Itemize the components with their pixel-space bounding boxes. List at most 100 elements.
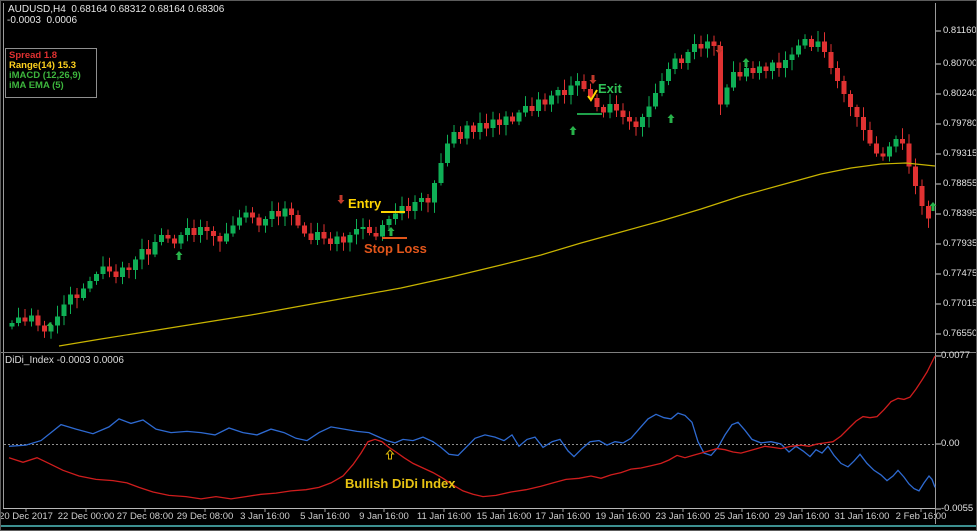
candle-body <box>276 211 281 217</box>
candle-body <box>347 234 353 243</box>
moving-average-line <box>58 162 936 347</box>
time-axis-label: 19 Jan 16:00 <box>595 511 651 522</box>
time-axis-label: 20 Dec 2017 <box>0 511 53 522</box>
bullish-didi-annotation[interactable]: Bullish DiDi Index <box>345 476 456 491</box>
candle-body <box>698 44 704 49</box>
time-axis-label: 2 Feb 16:00 <box>895 511 947 522</box>
entry-annotation[interactable]: Entry <box>348 196 382 211</box>
candle-body <box>373 232 379 237</box>
candle-body <box>620 110 626 118</box>
candle-body <box>659 81 665 93</box>
candle-body <box>451 132 457 144</box>
candle-body <box>705 41 710 49</box>
time-axis-label: 5 Jan 16:00 <box>300 511 350 522</box>
candle-body <box>542 99 548 105</box>
candle-body <box>61 304 67 317</box>
candle-body <box>406 205 411 212</box>
candle-body <box>185 228 190 235</box>
candle-body <box>386 219 392 225</box>
candle-body <box>536 99 541 112</box>
candle-body <box>549 95 554 105</box>
candle-body <box>68 294 73 305</box>
candle-body <box>107 266 112 272</box>
candle-body <box>685 52 691 64</box>
candle-body <box>588 88 593 98</box>
candle-body <box>672 58 678 70</box>
candle-body <box>614 104 619 111</box>
candle-body <box>237 217 242 226</box>
exit-checkmark-icon <box>587 89 598 102</box>
candle-body <box>425 197 431 203</box>
buy-arrow-icon <box>742 58 750 67</box>
candle-body <box>139 249 145 260</box>
candle-body <box>321 232 327 239</box>
price-axis-label: 0.81160 <box>943 25 977 36</box>
candle-body <box>796 45 801 55</box>
candle-body <box>913 166 918 187</box>
candle-body <box>315 232 320 240</box>
candle-body <box>126 267 132 271</box>
candle-body <box>510 116 515 122</box>
candle-body <box>178 234 184 244</box>
price-axis-label: 0.80240 <box>943 88 977 99</box>
candle-body <box>445 143 450 164</box>
time-axis-label: 11 Jan 16:00 <box>416 511 472 522</box>
candle-body <box>113 271 119 277</box>
candle-body <box>295 215 301 226</box>
indicator-axis-label: 0.0077 <box>941 350 971 361</box>
candle-body <box>594 98 600 108</box>
candle-body <box>529 105 535 112</box>
candle-body <box>42 325 47 332</box>
candle-body <box>146 249 151 255</box>
candle-body <box>16 317 21 323</box>
infobox-imacd: iMACD (12,26,9) <box>9 70 81 81</box>
candle-body <box>133 259 138 271</box>
sell-arrow-icon <box>337 195 345 204</box>
candle-body <box>503 116 509 125</box>
time-axis-label: 31 Jan 16:00 <box>834 511 890 522</box>
candle-body <box>412 201 418 212</box>
candle-body <box>484 123 489 129</box>
infobox-spread: Spread 1.8 <box>9 50 58 61</box>
candle-body <box>776 62 782 68</box>
candle-body <box>172 238 177 244</box>
candle-body <box>198 226 203 235</box>
candle-body <box>399 205 405 214</box>
stop-loss-annotation[interactable]: Stop Loss <box>364 241 427 256</box>
candle-body <box>243 212 249 218</box>
exit-annotation[interactable]: Exit <box>598 81 622 96</box>
candle-body <box>711 41 717 47</box>
candle-body <box>737 71 743 77</box>
time-axis-label: 29 Jan 16:00 <box>774 511 830 522</box>
candle-body <box>601 107 606 113</box>
price-axis-label: 0.78395 <box>943 208 977 219</box>
window-bottom-edge <box>1 525 976 527</box>
candle-body <box>516 112 522 122</box>
buy-arrow-icon <box>667 114 675 123</box>
candle-body <box>887 146 892 157</box>
indicator-axis-label: 0.00 <box>941 438 960 449</box>
candle-body <box>74 294 80 298</box>
candle-body <box>848 94 853 108</box>
candle-body <box>828 52 834 68</box>
buy-arrow-icon <box>385 449 395 460</box>
candle-body <box>380 224 385 237</box>
candle-body <box>217 236 223 242</box>
candle-body <box>256 217 262 226</box>
price-axis-label: 0.79780 <box>943 118 977 129</box>
candle-body <box>360 226 366 229</box>
candle-body <box>191 228 197 235</box>
candle-body <box>367 226 372 233</box>
candle-body <box>263 219 268 226</box>
candle-body <box>120 267 125 277</box>
candle-body <box>724 87 730 105</box>
candle-body <box>250 212 255 218</box>
candle-body <box>308 233 314 240</box>
candle-body <box>646 106 652 118</box>
candle-body <box>802 38 808 46</box>
sell-arrow-icon <box>589 75 597 84</box>
candle-body <box>35 315 41 326</box>
candle-body <box>289 208 294 216</box>
